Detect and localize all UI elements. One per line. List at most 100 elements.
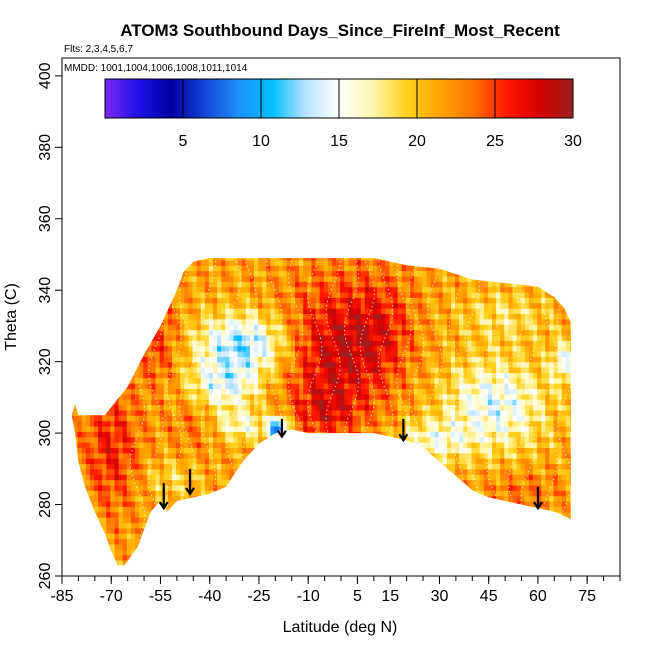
heatmap-cell (110, 361, 116, 368)
heatmap-cell (65, 469, 70, 475)
heatmap-cell (241, 281, 247, 288)
heatmap-cell (290, 383, 296, 390)
heatmap-cell (196, 458, 202, 465)
heatmap-cell (241, 377, 247, 384)
heatmap-cell (316, 244, 321, 250)
heatmap-cell (295, 377, 300, 384)
heatmap-cell (258, 399, 263, 406)
heatmap-cell (315, 506, 321, 513)
heatmap-cell (135, 372, 140, 379)
chart-title: ATOM3 Southbound Days_Since_FireInf_Most… (120, 21, 560, 40)
heatmap-cell (98, 506, 103, 513)
heatmap-cell (89, 409, 95, 416)
heatmap-cell (377, 286, 382, 293)
heatmap-cell (393, 517, 399, 524)
heatmap-cell (270, 431, 276, 438)
heatmap-cell (180, 329, 185, 336)
heatmap-cell (94, 543, 99, 550)
heatmap-cell (139, 425, 144, 432)
heatmap-cell (167, 356, 173, 363)
heatmap-cell (279, 249, 284, 255)
heatmap-cell (331, 484, 337, 491)
heatmap-cell (82, 244, 87, 250)
heatmap-cell (311, 565, 317, 566)
heatmap-cell (114, 425, 120, 432)
heatmap-cell (77, 549, 83, 556)
heatmap-cell (110, 447, 116, 454)
heatmap-cell (319, 442, 325, 448)
heatmap-cell (204, 275, 210, 282)
heatmap-cell (225, 474, 230, 481)
heatmap-cell (336, 297, 341, 304)
heatmap-cell (208, 420, 214, 427)
heatmap-cell (266, 244, 271, 250)
heatmap-cell (147, 447, 153, 454)
heatmap-cell (295, 447, 300, 454)
heatmap-cell (180, 270, 185, 277)
heatmap-cell (364, 463, 370, 470)
heatmap-cell (237, 345, 243, 352)
heatmap-cell (143, 270, 148, 277)
heatmap-cell (307, 517, 313, 524)
heatmap-cell (94, 334, 99, 341)
heatmap-cell (278, 259, 284, 266)
heatmap-cell (385, 388, 391, 395)
heatmap-cell (233, 527, 239, 534)
heatmap-cell (307, 533, 313, 540)
heatmap-cell (327, 506, 333, 513)
heatmap-cell (319, 270, 325, 277)
heatmap-cell (155, 431, 161, 438)
heatmap-cell (352, 244, 357, 250)
heatmap-cell (254, 490, 259, 497)
heatmap-cell (331, 297, 337, 304)
heatmap-cell (360, 463, 366, 470)
heatmap-cell (73, 340, 79, 347)
heatmap-cell (266, 533, 272, 540)
heatmap-cell (323, 490, 329, 497)
heatmap-cell (323, 324, 329, 331)
heatmap-cell (385, 565, 391, 566)
heatmap-cell (212, 506, 218, 513)
heatmap-cell (208, 463, 214, 470)
heatmap-cell (110, 543, 116, 550)
heatmap-cell (171, 415, 177, 422)
heatmap-cell (217, 281, 222, 288)
heatmap-cell (249, 442, 255, 448)
heatmap-cell (299, 329, 304, 336)
heatmap-cell (311, 409, 317, 416)
heatmap-cell (118, 313, 124, 320)
heatmap-cell (208, 329, 214, 336)
heatmap-cell (208, 259, 214, 266)
heatmap-cell (237, 393, 243, 400)
heatmap-cell (241, 490, 247, 497)
heatmap-cell (307, 538, 313, 545)
heatmap-cell (159, 388, 165, 395)
heatmap-cell (163, 329, 169, 336)
heatmap-cell (373, 361, 378, 368)
heatmap-cell (274, 377, 280, 384)
heatmap-cell (65, 501, 70, 507)
heatmap-cell (241, 522, 247, 529)
heatmap-cell (98, 404, 103, 411)
heatmap-cell (315, 431, 321, 438)
heatmap-cell (303, 458, 308, 465)
heatmap-cell (381, 538, 386, 545)
heatmap-cell (385, 291, 391, 298)
heatmap-cell (176, 244, 181, 250)
heatmap-cell (303, 409, 308, 416)
heatmap-cell (241, 259, 247, 266)
heatmap-cell (299, 415, 304, 422)
heatmap-cell (94, 463, 99, 470)
heatmap-cell (315, 383, 321, 390)
heatmap-cell (360, 318, 366, 325)
heatmap-cell (229, 436, 235, 443)
heatmap-cell (258, 425, 263, 432)
heatmap-cell (221, 468, 226, 475)
heatmap-cell (77, 356, 83, 363)
heatmap-cell (155, 340, 161, 347)
heatmap-cell (254, 324, 259, 331)
heatmap-cell (340, 265, 345, 272)
heatmap-cell (167, 431, 173, 438)
heatmap-cell (311, 297, 317, 304)
heatmap-cell (77, 308, 83, 315)
